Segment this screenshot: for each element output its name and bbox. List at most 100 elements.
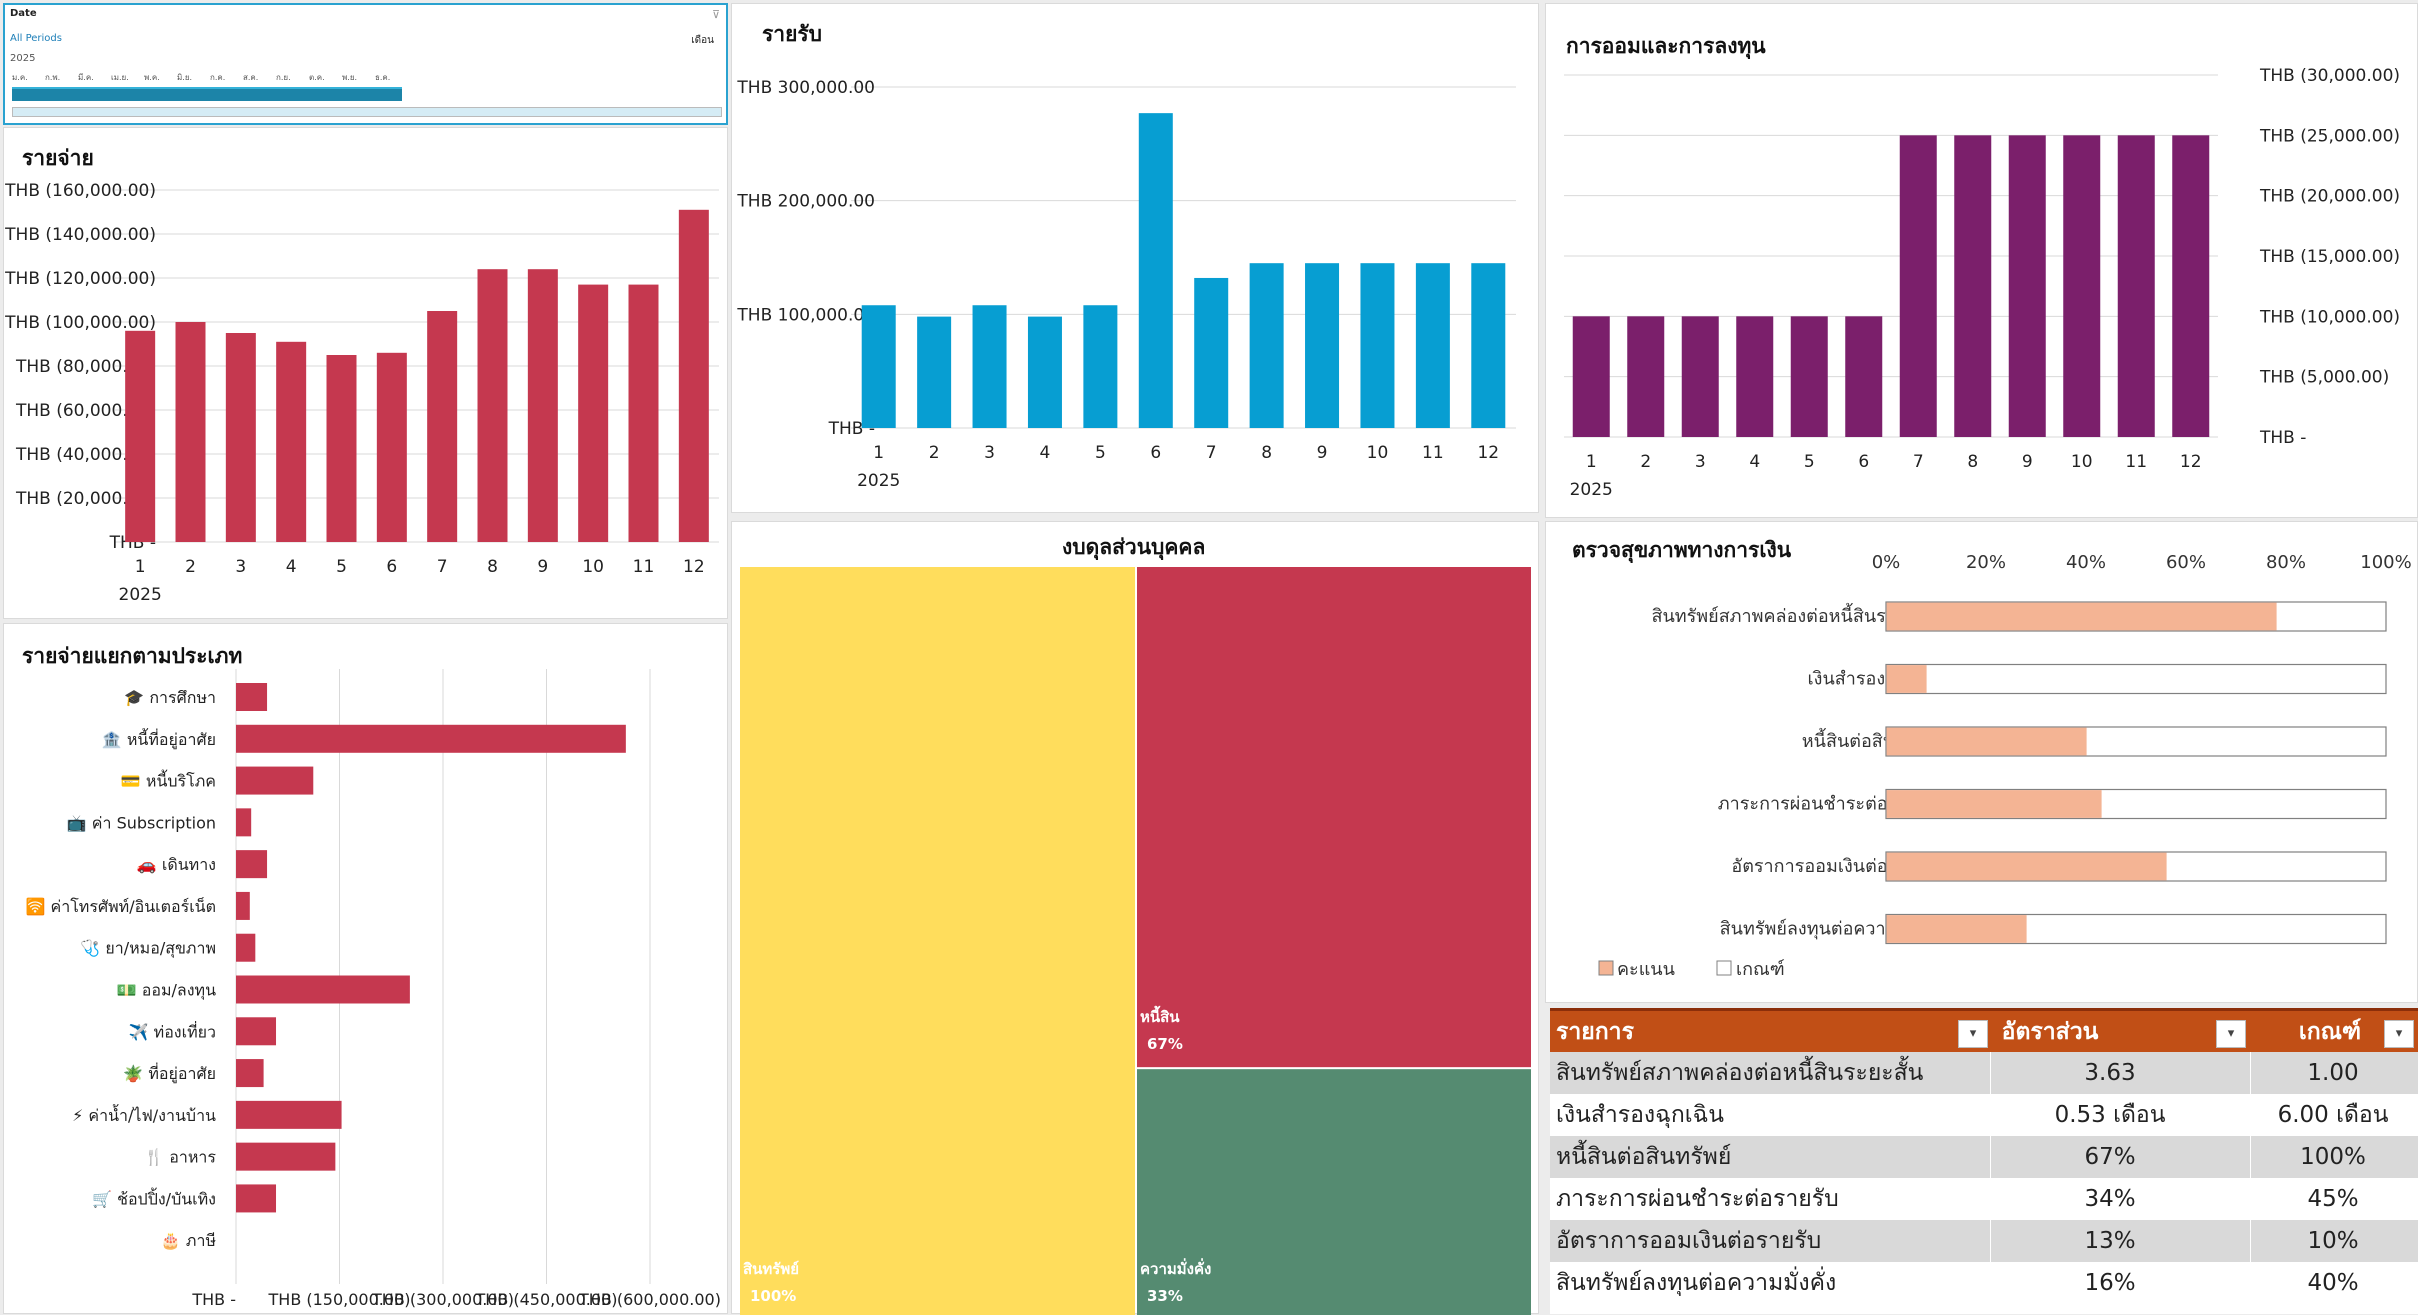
- treemap-tile-name: ความมั่งคั่ง: [1140, 1258, 1211, 1278]
- category-label: ภาระการผ่อนชำระต่อรายรับ: [1718, 794, 1939, 815]
- x-tick-label: 9: [1317, 443, 1328, 463]
- category-label: 🛜 ค่าโทรศัพท์/อินเตอร์เน็ต: [26, 896, 216, 916]
- filter-dropdown-item[interactable]: ▾: [1958, 1020, 1988, 1048]
- bar: [276, 341, 307, 542]
- table-cell-ratio: 34%: [2084, 1186, 2136, 1212]
- category-label: 🪴 ที่อยู่อาศัย: [123, 1062, 216, 1084]
- slicer-month-label[interactable]: ก.พ.: [45, 73, 61, 82]
- x-tick-label: 5: [1804, 452, 1815, 472]
- column-divider: [1990, 1136, 1991, 1178]
- bar: [1471, 263, 1506, 428]
- x-tick-label: 6: [1858, 452, 1869, 472]
- category-label: 🎂 ภาษี: [161, 1231, 216, 1250]
- x-tick-label: 3: [984, 443, 995, 463]
- x-tick-label: 10: [1367, 443, 1389, 463]
- table-cell-criteria: 1.00: [2307, 1060, 2359, 1086]
- slicer-month-label[interactable]: ก.ย.: [276, 73, 291, 82]
- slicer-month-label[interactable]: เม.ย.: [111, 73, 129, 82]
- slicer-month-label[interactable]: มี.ค.: [78, 73, 94, 82]
- slicer-month-label[interactable]: ต.ค.: [309, 73, 325, 82]
- column-divider: [2250, 1178, 2251, 1220]
- x-tick-label: 3: [235, 557, 246, 577]
- bar: [1194, 277, 1229, 428]
- health-chart-title: ตรวจสุขภาพทางการเงิน: [1572, 538, 1792, 562]
- category-label: 💳 หนี้บริโภค: [121, 770, 216, 791]
- table-cell-criteria: 40%: [2307, 1270, 2359, 1296]
- treemap-tile-percent: 33%: [1147, 1287, 1183, 1305]
- x-tick-label: 80%: [2266, 552, 2306, 573]
- x-tick-label: 2: [1640, 452, 1651, 472]
- x-tick-label: 4: [1040, 443, 1051, 463]
- slicer-timeline-bar[interactable]: [12, 87, 402, 101]
- slicer-month-label[interactable]: พ.ย.: [342, 73, 358, 82]
- category-label: 🩺 ยา/หมอ/สุขภาพ: [80, 939, 216, 959]
- category-chart-panel: รายจ่ายแยกตามประเภท THB - THB (150,000.00…: [3, 623, 728, 1314]
- bar: [2008, 135, 2046, 438]
- slicer-month-label[interactable]: ม.ค.: [12, 73, 28, 82]
- column-divider: [1990, 1262, 1991, 1304]
- filter-dropdown-ratio[interactable]: ▾: [2216, 1020, 2246, 1048]
- slicer-all-periods[interactable]: All Periods: [10, 33, 62, 44]
- y-tick-label: THB (40,000.00): [15, 445, 156, 465]
- score-bar: [1886, 790, 2102, 818]
- table-row: สินทรัพย์สภาพคล่องต่อหนี้สินระยะสั้น 3.63…: [1550, 1052, 2418, 1094]
- category-label: 🛒 ช้อปปิ้ง/บันเทิง: [92, 1187, 216, 1208]
- x-tick-label: 60%: [2166, 552, 2206, 573]
- bar: [236, 1142, 336, 1171]
- x-axis-year-label: 2025: [1570, 480, 1613, 500]
- score-bar: [1886, 665, 1927, 693]
- bar: [1790, 316, 1828, 437]
- bar: [2172, 135, 2210, 438]
- clear-filter-icon[interactable]: ⊽: [711, 8, 720, 21]
- slicer-month-label[interactable]: ส.ค.: [243, 73, 259, 82]
- bar: [236, 808, 252, 837]
- y-tick-label: THB (120,000.00): [4, 269, 156, 289]
- x-tick-label: 4: [1749, 452, 1760, 472]
- x-tick-label: 0%: [1872, 552, 1901, 573]
- bar: [175, 322, 206, 542]
- slicer-level[interactable]: เดือน: [691, 35, 714, 46]
- x-tick-label: 11: [633, 557, 655, 577]
- slicer-month-label[interactable]: ก.ค.: [210, 73, 226, 82]
- y-tick-label: THB 100,000.00: [736, 305, 875, 325]
- x-tick-label: 1: [1586, 452, 1597, 472]
- bar: [917, 316, 952, 428]
- x-tick-label: THB -: [191, 1290, 236, 1309]
- bar: [236, 724, 626, 753]
- slicer-scrollbar[interactable]: [12, 107, 722, 117]
- bar: [1899, 135, 1937, 438]
- filter-dropdown-criteria[interactable]: ▾: [2384, 1020, 2414, 1048]
- category-label: 📺 ค่า Subscription: [67, 813, 216, 832]
- bar: [861, 305, 896, 428]
- x-tick-label: 1: [135, 557, 146, 577]
- bar: [1627, 316, 1665, 437]
- balance-treemap-panel: งบดุลส่วนบุคคล สินทรัพย์ 100% หนี้สิน 67% คว…: [731, 521, 1539, 1315]
- category-label: 🎓 การศึกษา: [124, 688, 216, 707]
- slicer-month-label[interactable]: ธ.ค.: [375, 73, 391, 82]
- x-tick-label: 11: [2125, 452, 2147, 472]
- column-divider: [2250, 1136, 2251, 1178]
- x-tick-label: 8: [487, 557, 498, 577]
- y-tick-label: THB (20,000.00): [15, 489, 156, 509]
- y-tick-label: THB (5,000.00): [2259, 368, 2389, 388]
- legend-label-score: คะแนน: [1617, 959, 1675, 980]
- slicer-month-label[interactable]: มิ.ย.: [177, 73, 193, 82]
- y-tick-label: THB (15,000.00): [2259, 247, 2400, 267]
- y-tick-label: THB (140,000.00): [4, 225, 156, 245]
- y-tick-label: THB (20,000.00): [2259, 187, 2400, 207]
- y-tick-label: THB 300,000.00: [736, 78, 875, 98]
- bar: [236, 1100, 342, 1129]
- table-cell-item: หนี้สินต่อสินทรัพย์: [1556, 1144, 1732, 1170]
- date-slicer[interactable]: Date ⊽ All Periods เดือน 2025 ม.ค. ก.พ. มี…: [3, 3, 728, 125]
- bar: [972, 305, 1007, 428]
- column-divider: [2250, 1052, 2251, 1094]
- x-tick-label: 20%: [1966, 552, 2006, 573]
- health-chart: 0% 20% 40% 60% 80% 100%สินทรัพย์สภาพคล่องต่อห…: [1598, 552, 2412, 980]
- slicer-month-label[interactable]: พ.ค.: [144, 73, 160, 82]
- column-divider: [1990, 1052, 1991, 1094]
- score-bar: [1886, 852, 2167, 881]
- x-tick-label: 7: [437, 557, 448, 577]
- income-chart-title: รายรับ: [762, 22, 822, 46]
- bar: [1681, 316, 1719, 437]
- column-divider: [1990, 1094, 1991, 1136]
